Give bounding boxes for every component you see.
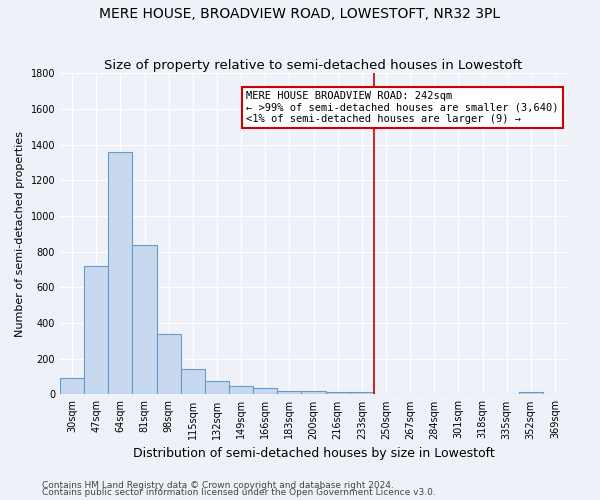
Bar [350,392,374,394]
Text: Contains HM Land Registry data © Crown copyright and database right 2024.: Contains HM Land Registry data © Crown c… [42,480,394,490]
Bar [157,334,181,394]
Bar [277,391,301,394]
Text: MERE HOUSE, BROADVIEW ROAD, LOWESTOFT, NR32 3PL: MERE HOUSE, BROADVIEW ROAD, LOWESTOFT, N… [100,8,500,22]
Bar [301,391,326,394]
X-axis label: Distribution of semi-detached houses by size in Lowestoft: Distribution of semi-detached houses by … [133,447,494,460]
Bar [133,244,157,394]
Bar [229,386,253,394]
Bar [253,388,277,394]
Bar [326,392,350,394]
Text: MERE HOUSE BROADVIEW ROAD: 242sqm
← >99% of semi-detached houses are smaller (3,: MERE HOUSE BROADVIEW ROAD: 242sqm ← >99%… [246,91,559,124]
Text: Contains public sector information licensed under the Open Government Licence v3: Contains public sector information licen… [42,488,436,497]
Bar [519,392,543,394]
Bar [205,381,229,394]
Bar [60,378,84,394]
Bar [84,266,109,394]
Y-axis label: Number of semi-detached properties: Number of semi-detached properties [15,131,25,337]
Title: Size of property relative to semi-detached houses in Lowestoft: Size of property relative to semi-detach… [104,59,523,72]
Bar [109,152,133,394]
Bar [181,370,205,394]
